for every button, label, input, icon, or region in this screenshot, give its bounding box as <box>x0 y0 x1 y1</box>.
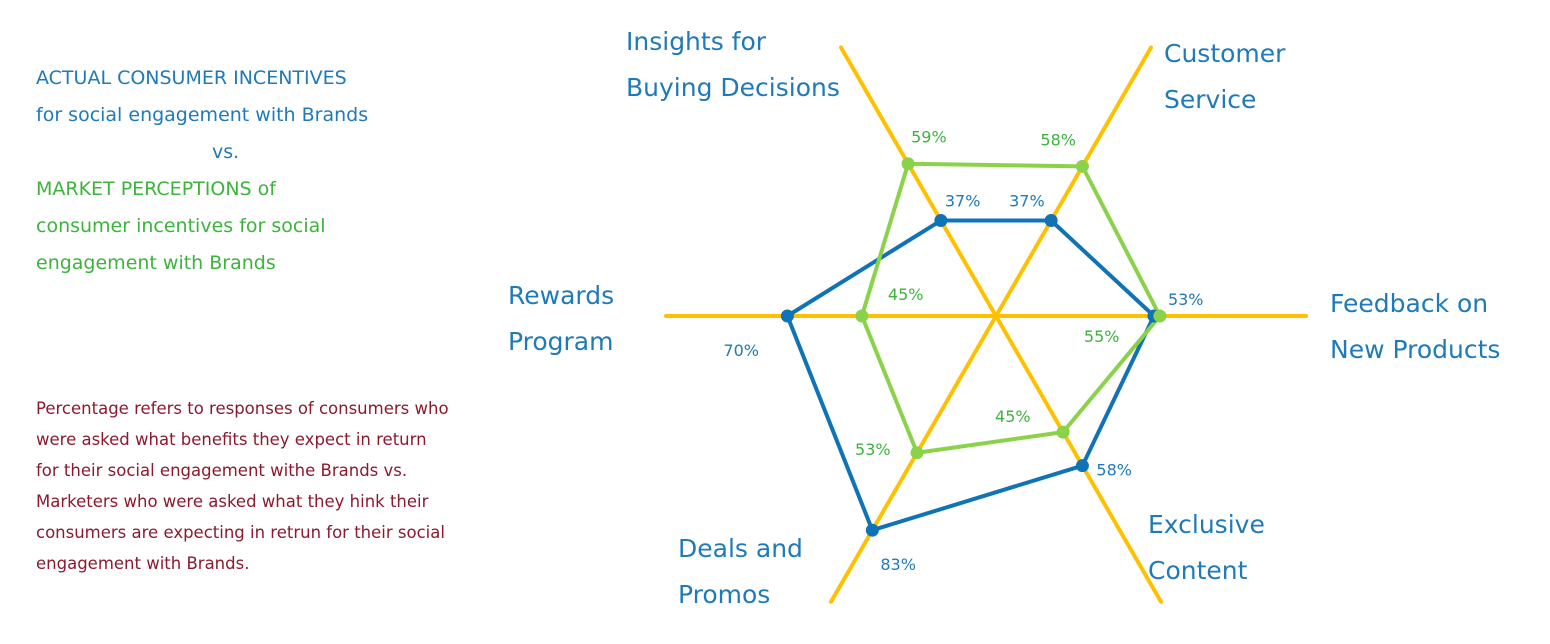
axis-label-4-line2: Content <box>1148 556 1248 585</box>
value-label-market-4: 45% <box>995 407 1031 426</box>
axis-label-1-line2: Buying Decisions <box>626 73 840 102</box>
footnote-line5: consumers are expecting in retrun for th… <box>36 523 445 542</box>
series-market-point-4 <box>1056 425 1070 439</box>
footnote-line4: Marketers who were asked what they hink … <box>36 492 429 511</box>
series-actual-point-6 <box>780 309 794 323</box>
value-label-market-3: 55% <box>1084 327 1120 346</box>
axis-label-5-line2: Promos <box>678 580 770 609</box>
value-label-actual-1: 37% <box>945 192 981 211</box>
axis-label-6-line2: Program <box>508 327 613 356</box>
value-label-actual-5: 83% <box>880 555 916 574</box>
series-actual-point-2 <box>1044 214 1058 228</box>
footnote-line6: engagement with Brands. <box>36 554 250 573</box>
series-actual-line <box>785 218 1156 533</box>
axis-line-1 <box>839 45 1163 604</box>
legend-block: ACTUAL CONSUMER INCENTIVES for social en… <box>36 60 476 282</box>
footnote-line1: Percentage refers to responses of consum… <box>36 399 449 418</box>
series-actual-point-1 <box>934 214 948 228</box>
series-market-point-5 <box>910 446 924 460</box>
series-market-point-2 <box>1075 159 1089 173</box>
axis-label-2-line1: Customer <box>1164 39 1286 68</box>
series-market-point-1 <box>901 157 915 171</box>
footnote-line2: were asked what benefits they expect in … <box>36 430 427 449</box>
value-label-market-2: 58% <box>1040 130 1076 149</box>
value-label-actual-2: 37% <box>1009 192 1045 211</box>
legend-market-line3: engagement with Brands <box>36 252 276 274</box>
legend-vs: vs. <box>212 141 240 163</box>
value-label-actual-3: 53% <box>1168 290 1204 309</box>
axis-label-5-line1: Deals and <box>678 534 803 563</box>
value-label-market-1: 59% <box>911 128 947 147</box>
value-label-actual-6: 70% <box>723 341 759 360</box>
series-market-point-3 <box>1153 309 1167 323</box>
value-label-actual-4: 58% <box>1096 461 1132 480</box>
legend-actual-line2: for social engagement with Brands <box>36 104 369 126</box>
axis-line-2 <box>829 45 1153 604</box>
value-label-market-6: 45% <box>888 285 924 304</box>
series-market-point-6 <box>855 309 869 323</box>
series-actual-point-4 <box>1075 459 1089 473</box>
value-label-market-5: 53% <box>855 440 891 459</box>
axis-label-4-line1: Exclusive <box>1148 510 1265 539</box>
legend-market-line1: MARKET PERCEPTIONS of <box>36 178 276 200</box>
legend-market-line2: consumer incentives for social <box>36 215 326 237</box>
series-actual-point-5 <box>865 523 879 537</box>
axis-label-3-line1: Feedback on <box>1330 289 1488 318</box>
footnote-line3: for their social engagement withe Brands… <box>36 461 408 480</box>
axis-label-1-line1: Insights for <box>626 27 767 56</box>
legend-actual-line1: ACTUAL CONSUMER INCENTIVES <box>36 67 347 89</box>
axis-label-2-line2: Service <box>1164 85 1256 114</box>
axis-label-3-line2: New Products <box>1330 335 1500 364</box>
footnote: Percentage refers to responses of consum… <box>36 393 506 579</box>
axis-label-6-line1: Rewards <box>508 281 614 310</box>
